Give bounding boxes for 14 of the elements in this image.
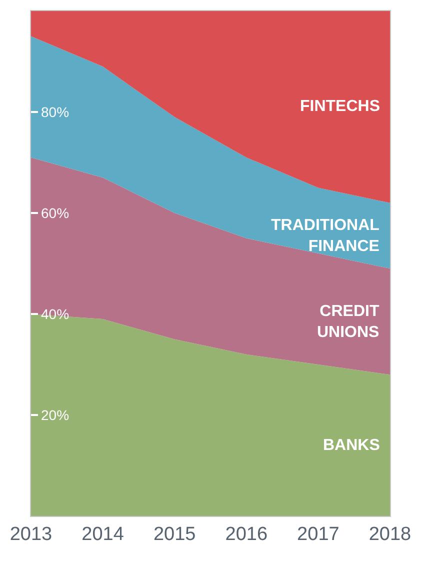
series-label: TRADITIONAL FINANCE	[271, 217, 380, 255]
x-tick-label: 2015	[153, 524, 196, 545]
x-tick-label: 2018	[368, 524, 412, 545]
x-tick-label: 2013	[10, 524, 52, 545]
series-label: BANKS	[323, 437, 380, 454]
y-tick-label: 80%	[41, 104, 70, 120]
y-tick-label: 60%	[41, 205, 70, 221]
y-tick-label: 20%	[41, 407, 70, 423]
series-label: CREDIT UNIONS	[317, 303, 380, 341]
x-tick-label: 2017	[297, 524, 340, 545]
y-tick-label: 40%	[41, 306, 70, 322]
x-tick-label: 2016	[225, 524, 268, 545]
series-label: FINTECHS	[300, 98, 380, 115]
x-tick-label: 2014	[82, 524, 124, 545]
